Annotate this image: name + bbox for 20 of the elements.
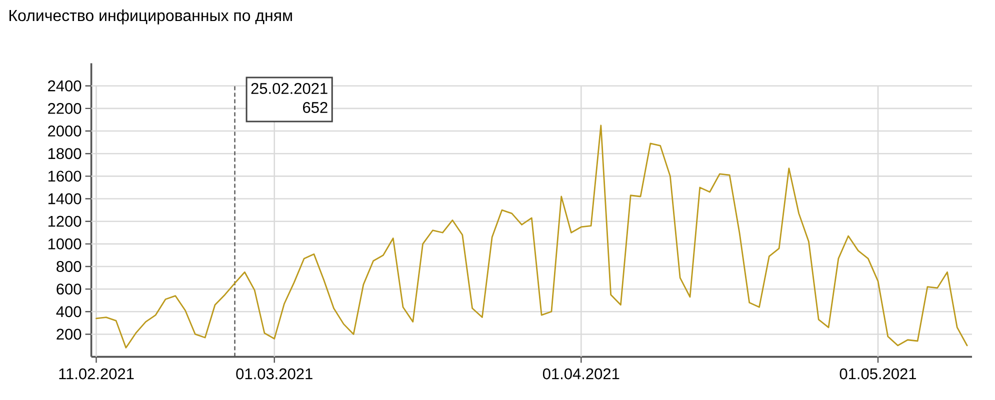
y-tick-label: 1600 <box>48 170 82 182</box>
annotation: 652 <box>303 102 328 114</box>
y-tick-label: 800 <box>56 261 82 272</box>
y-tick-label: 1200 <box>48 216 82 227</box>
y-tick-label: 2200 <box>48 102 82 114</box>
y-tick-label: 2400 <box>48 80 82 92</box>
annotation: 25.02.2021 <box>251 83 328 94</box>
y-tick-label: 200 <box>56 328 82 340</box>
x-tick-label: 01.04.2021 <box>542 368 620 380</box>
y-tick-label: 400 <box>56 306 82 318</box>
x-tick-label: 11.02.2021 <box>59 368 134 380</box>
y-tick-label: 2000 <box>48 126 82 137</box>
y-tick-label: 1000 <box>48 238 82 250</box>
x-tick-label: 01.05.2021 <box>840 368 916 380</box>
y-tick-label: 1800 <box>48 148 82 160</box>
line-series <box>96 124 968 348</box>
chart-title: Количество инфицированных по дням <box>10 9 292 24</box>
x-tick-label: 01.03.2021 <box>236 368 312 380</box>
y-tick-label: 600 <box>56 284 82 295</box>
y-tick-label: 1400 <box>48 193 82 204</box>
